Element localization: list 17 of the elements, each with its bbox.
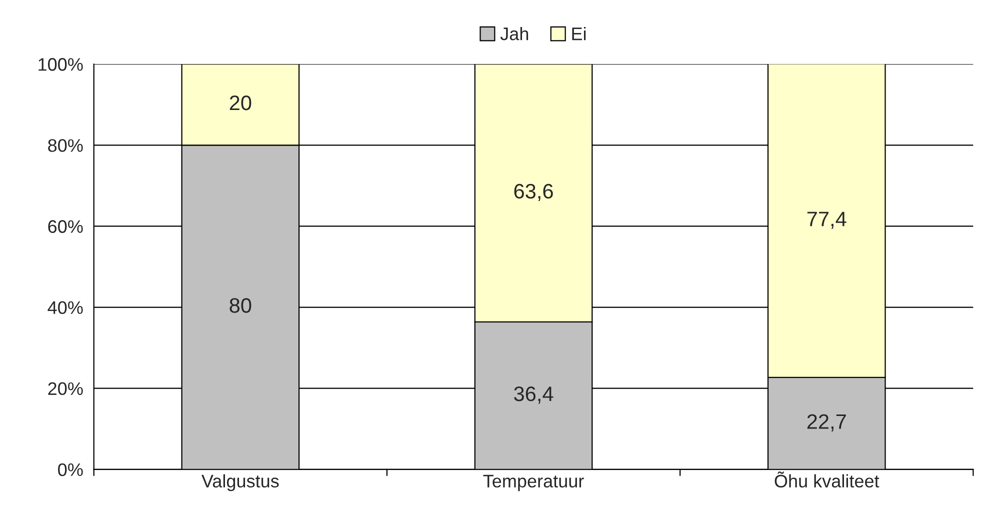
y-tick-label: 20%: [48, 382, 83, 396]
legend-label: Jah: [500, 26, 528, 40]
data-label: 20: [230, 95, 252, 110]
y-tick-label: 0%: [58, 463, 83, 476]
data-label: 77,4: [807, 212, 846, 229]
data-label: 22,7: [807, 414, 846, 432]
x-tick-label: Valgustus: [202, 474, 279, 492]
legend-label: Ei: [572, 26, 586, 40]
x-tick-label: Õhu kvaliteet: [774, 471, 880, 488]
data-label: 80: [230, 298, 252, 313]
data-label: 63,6: [514, 184, 553, 202]
y-tick-label: 60%: [48, 220, 83, 233]
x-tick-label: Temperatuur: [483, 474, 584, 492]
y-tick-label: 100%: [38, 58, 83, 71]
y-tick-label: 40%: [48, 301, 83, 314]
y-tick-label: 80%: [48, 139, 83, 152]
data-label: 36,4: [514, 386, 554, 404]
